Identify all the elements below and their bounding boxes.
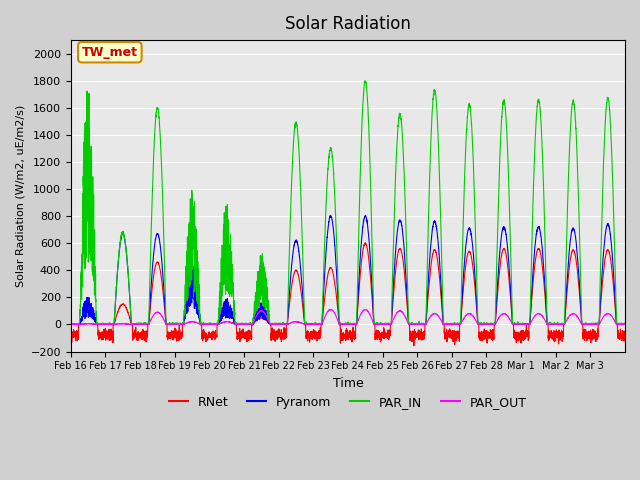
- PAR_IN: [399, 131, 406, 137]
- PAR_OUT: [369, 318, 376, 324]
- Pyranom: [399, 227, 406, 232]
- Line: PAR_OUT: PAR_OUT: [71, 310, 625, 324]
- Pyranom: [621, 321, 629, 327]
- PAR_OUT: [527, 319, 535, 324]
- Line: Pyranom: Pyranom: [71, 216, 625, 324]
- PAR_IN: [542, 258, 550, 264]
- PAR_OUT: [67, 321, 75, 327]
- Legend: RNet, Pyranom, PAR_IN, PAR_OUT: RNet, Pyranom, PAR_IN, PAR_OUT: [164, 391, 532, 414]
- PAR_OUT: [182, 320, 189, 326]
- RNet: [410, 343, 418, 348]
- Pyranom: [500, 224, 508, 230]
- PAR_IN: [500, 96, 508, 102]
- PAR_IN: [67, 321, 75, 327]
- PAR_OUT: [621, 322, 629, 327]
- PAR_IN: [361, 78, 369, 84]
- RNet: [621, 331, 629, 336]
- Pyranom: [182, 306, 189, 312]
- Y-axis label: Solar Radiation (W/m2, uE/m2/s): Solar Radiation (W/m2, uE/m2/s): [15, 105, 25, 287]
- Text: TW_met: TW_met: [82, 46, 138, 59]
- PAR_OUT: [326, 307, 334, 312]
- Line: PAR_IN: PAR_IN: [71, 81, 625, 324]
- PAR_OUT: [399, 309, 406, 315]
- PAR_IN: [369, 265, 376, 271]
- PAR_IN: [621, 321, 629, 327]
- RNet: [542, 300, 550, 306]
- RNet: [500, 246, 508, 252]
- PAR_OUT: [542, 319, 550, 324]
- PAR_OUT: [67, 322, 75, 327]
- RNet: [527, 302, 535, 308]
- Title: Solar Radiation: Solar Radiation: [285, 15, 411, 33]
- RNet: [398, 252, 406, 258]
- RNet: [182, 311, 189, 316]
- PAR_OUT: [500, 311, 508, 316]
- Pyranom: [67, 321, 75, 327]
- Line: RNet: RNet: [71, 243, 625, 346]
- RNet: [361, 240, 369, 246]
- PAR_IN: [527, 263, 535, 268]
- Pyranom: [326, 213, 334, 218]
- RNet: [369, 300, 376, 306]
- Pyranom: [67, 322, 75, 327]
- Pyranom: [527, 296, 535, 302]
- PAR_IN: [67, 322, 75, 327]
- Pyranom: [542, 294, 550, 300]
- PAR_IN: [182, 289, 189, 295]
- X-axis label: Time: Time: [333, 377, 364, 390]
- RNet: [67, 328, 75, 334]
- Pyranom: [369, 296, 376, 302]
